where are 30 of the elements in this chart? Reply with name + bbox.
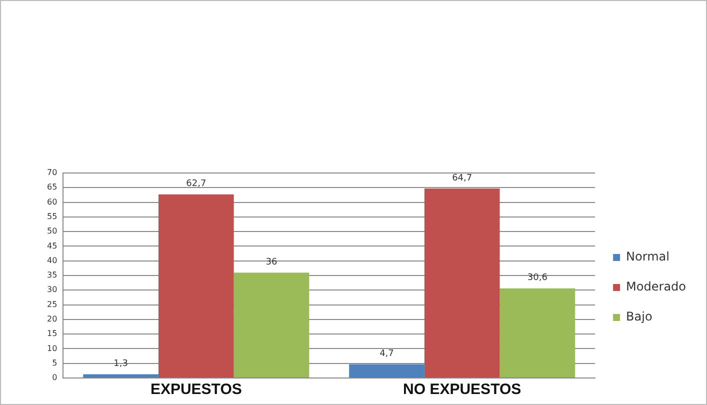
y-tick-label: 20 [46, 314, 58, 324]
y-tick-label: 55 [46, 212, 58, 222]
data-label: 30,6 [527, 273, 548, 284]
y-tick-label: 45 [46, 241, 58, 250]
data-label: 62,7 [186, 179, 206, 190]
y-tick-label: 65 [46, 182, 58, 192]
x-tick-label: NO EXPUESTOS [403, 381, 522, 398]
legend-label: Moderado [626, 280, 686, 294]
data-label: 64,7 [452, 173, 472, 184]
y-tick-label: 40 [46, 256, 58, 265]
x-tick-label: EXPUESTOS [150, 381, 242, 398]
bar [158, 194, 234, 378]
y-tick-label: 25 [46, 300, 58, 309]
y-tick-label: 70 [46, 168, 58, 178]
bar [83, 374, 158, 378]
y-tick-label: 60 [46, 197, 58, 206]
bar [500, 288, 576, 378]
y-tick-label: 0 [52, 373, 58, 382]
y-tick-label: 5 [52, 358, 58, 368]
data-label: 4,7 [380, 349, 394, 360]
y-tick-label: 35 [46, 270, 58, 280]
legend-label: Normal [626, 250, 670, 264]
y-tick-label: 30 [46, 285, 58, 294]
bar [349, 364, 424, 378]
bar [234, 272, 310, 378]
y-tick-label: 50 [46, 226, 58, 236]
y-tick-label: 15 [46, 329, 58, 338]
y-tick-label: 10 [46, 344, 58, 353]
bar [424, 188, 500, 378]
legend-label: Bajo [626, 310, 652, 324]
